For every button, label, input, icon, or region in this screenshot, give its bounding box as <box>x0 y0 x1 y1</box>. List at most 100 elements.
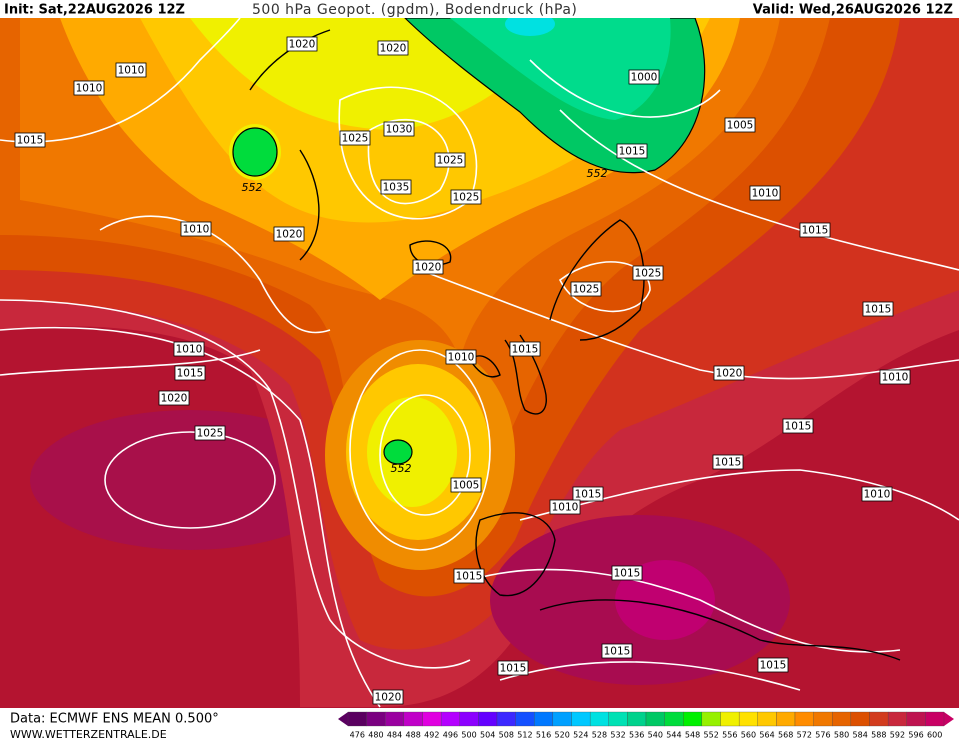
isobar-label: 1025 <box>437 155 464 167</box>
isobar-label: 1020 <box>289 39 316 51</box>
colorbar-swatch <box>701 711 721 727</box>
isobar-label: 1020 <box>380 43 407 55</box>
isobar-label-box <box>549 499 581 515</box>
colorbar-swatch <box>683 711 703 727</box>
data-source: Data: ECMWF ENS MEAN 0.500° <box>10 712 219 727</box>
colorbar-swatch <box>422 711 442 727</box>
colorbar-swatch <box>534 711 554 727</box>
colorbar-swatch <box>478 711 498 727</box>
height-label: 552 <box>391 462 412 475</box>
colorbar-swatch <box>347 711 367 727</box>
isobar-label-box <box>724 117 756 133</box>
coastlines <box>249 29 901 661</box>
isobar-label-box <box>453 568 485 584</box>
isobar-label: 1015 <box>614 568 641 580</box>
isobar-label-box <box>339 130 371 146</box>
isobar-label: 1010 <box>176 344 203 356</box>
website: WWW.WETTERZENTRALE.DE <box>10 728 167 741</box>
colorbar-label: 504 <box>480 731 495 740</box>
colorbar-label: 596 <box>908 731 923 740</box>
isobar-label: 1015 <box>456 571 483 583</box>
isobar-label: 1020 <box>161 393 188 405</box>
isobar-label: 1015 <box>17 135 44 147</box>
isobar-label-box <box>509 341 541 357</box>
isobar-label-box <box>194 425 226 441</box>
colorbar-swatch <box>496 711 516 727</box>
colorbar-label: 480 <box>368 731 383 740</box>
colorbar-swatch <box>832 711 852 727</box>
valid-time: Valid: Wed,26AUG2026 12Z <box>753 3 953 18</box>
colorbar-swatch <box>869 711 889 727</box>
isobar-label-box <box>572 486 604 502</box>
colorbar-label: 568 <box>778 731 793 740</box>
colorbar-swatch <box>440 711 460 727</box>
colorbar-label: 528 <box>592 731 607 740</box>
colorbar-swatch <box>627 711 647 727</box>
colorbar-label: 500 <box>461 731 476 740</box>
isobar-label-box <box>616 143 648 159</box>
colorbar-label: 584 <box>853 731 868 740</box>
init-time: Init: Sat,22AUG2026 12Z <box>4 3 185 18</box>
isobar-label: 1015 <box>512 344 539 356</box>
isobar-label: 1010 <box>76 83 103 95</box>
isobar-label-box <box>861 486 893 502</box>
colorbar-label: 560 <box>741 731 756 740</box>
colorbar-label: 580 <box>834 731 849 740</box>
isobar-label: 1025 <box>197 428 224 440</box>
isobar-label: 1020 <box>375 692 402 704</box>
colorbar-arrow-left <box>338 712 348 726</box>
isobar-label: 1020 <box>415 262 442 274</box>
colorbar-swatch <box>366 711 386 727</box>
isobar-label: 1015 <box>177 368 204 380</box>
colorbar-label: 496 <box>443 731 458 740</box>
isobar-label-box <box>445 349 477 365</box>
isobar-label-box <box>383 121 415 137</box>
isobar-label-box <box>73 80 105 96</box>
colorbar-label: 488 <box>406 731 421 740</box>
isobar-label-box <box>862 301 894 317</box>
isobar-label-box <box>497 660 529 676</box>
isobar-label: 1000 <box>631 72 658 84</box>
colorbar-swatch <box>813 711 833 727</box>
isobar-label: 1015 <box>575 489 602 501</box>
colorbar-swatch <box>906 711 926 727</box>
colorbar-swatch <box>385 711 405 727</box>
colorbar-label: 512 <box>517 731 532 740</box>
isobar-label-box <box>782 418 814 434</box>
colorbar-label: 540 <box>648 731 663 740</box>
colorbar-swatch <box>645 711 665 727</box>
isobar-label: 1020 <box>716 368 743 380</box>
height-label: 552 <box>587 167 608 180</box>
colorbar-label: 536 <box>629 731 644 740</box>
colorbar-label: 508 <box>499 731 514 740</box>
colorbar-swatch <box>608 711 628 727</box>
isobar-label: 1010 <box>118 65 145 77</box>
colorbar-swatch <box>515 711 535 727</box>
colorbar-label: 592 <box>890 731 905 740</box>
colorbar-label: 564 <box>759 731 774 740</box>
colorbar-swatch <box>589 711 609 727</box>
isobar-label: 1010 <box>864 489 891 501</box>
colorbar-swatch <box>850 711 870 727</box>
map <box>0 12 959 708</box>
colorbar-label: 600 <box>927 731 942 740</box>
isobar-label: 1005 <box>727 120 754 132</box>
isobar-label-box <box>757 657 789 673</box>
isobar-label-box <box>273 226 305 242</box>
colorbar-label: 524 <box>573 731 588 740</box>
colorbar-label: 576 <box>815 731 830 740</box>
isobar-label: 1010 <box>882 372 909 384</box>
isobar-label: 1025 <box>573 284 600 296</box>
map-title: 500 hPa Geopot. (gpdm), Bodendruck (hPa) <box>252 2 577 18</box>
colorbar-swatch <box>720 711 740 727</box>
isobar-label-box <box>158 390 190 406</box>
colorbar-swatch <box>776 711 796 727</box>
isobar-label: 1015 <box>500 663 527 675</box>
isobar-label: 1030 <box>386 124 413 136</box>
isobar-label: 1010 <box>448 352 475 364</box>
height-label: 552 <box>242 181 263 194</box>
isobar-label-box <box>372 689 404 705</box>
isobar-label: 1015 <box>604 646 631 658</box>
colorbar-label: 516 <box>536 731 551 740</box>
